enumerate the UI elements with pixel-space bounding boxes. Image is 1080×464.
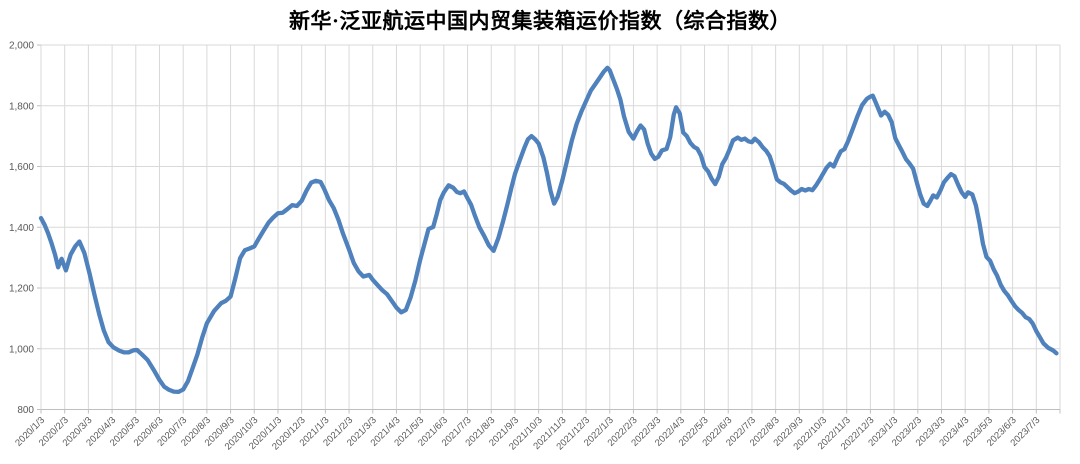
y-tick-label: 1,200 [9, 284, 34, 295]
y-tick-label: 2,000 [9, 41, 34, 52]
y-tick-label: 1,800 [9, 101, 34, 112]
chart-title: 新华·泛亚航运中国内贸集装箱运价指数（综合指数） [288, 9, 791, 33]
y-tick-label: 800 [17, 405, 34, 416]
y-tick-label: 1,400 [9, 223, 34, 234]
y-tick-label: 1,000 [9, 344, 34, 355]
y-tick-label: 1,600 [9, 162, 34, 173]
series-line [38, 65, 1059, 395]
